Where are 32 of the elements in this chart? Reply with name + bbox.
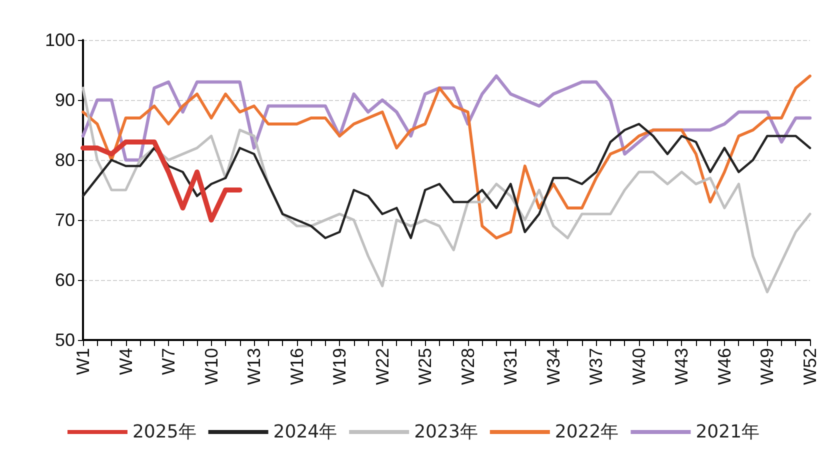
line-series [82,86,812,294]
x-tick-label: W40 [628,348,649,386]
x-tick-label: W22 [372,348,392,386]
x-tick-label: W28 [458,348,478,386]
legend-label: 2024年 [273,422,338,442]
y-tick-label: 100 [44,30,75,50]
x-tick-label: W13 [244,348,264,386]
x-tick-label: W52 [800,348,820,386]
x-tick-label: W10 [201,348,222,386]
x-tick-label: W34 [543,348,564,386]
y-tick-label: 90 [54,90,75,110]
line-series [82,74,812,240]
line-series [82,122,812,240]
x-tick-label: W49 [757,348,778,386]
legend-label: 2022年 [554,422,619,442]
x-tick-label: W1 [73,348,93,375]
x-tick-label: W19 [330,348,350,386]
y-tick-label: 80 [54,150,75,170]
x-tick-label: W31 [500,348,521,386]
x-tick-label: W7 [158,348,179,375]
legend-label: 2025年 [132,422,196,442]
x-tick-label: W37 [586,348,606,386]
y-tick-label: 60 [54,270,75,290]
legend-label: 2023年 [414,422,478,442]
x-tick-label: W25 [415,348,436,386]
y-tick-label: 70 [54,210,75,230]
x-tick-label: W43 [672,348,692,386]
x-tick-label: W4 [116,348,136,375]
x-tick-label: W46 [714,348,734,386]
y-tick-label: 50 [54,330,75,350]
x-tick-label: W16 [286,348,307,386]
legend-label: 2021年 [696,422,760,442]
